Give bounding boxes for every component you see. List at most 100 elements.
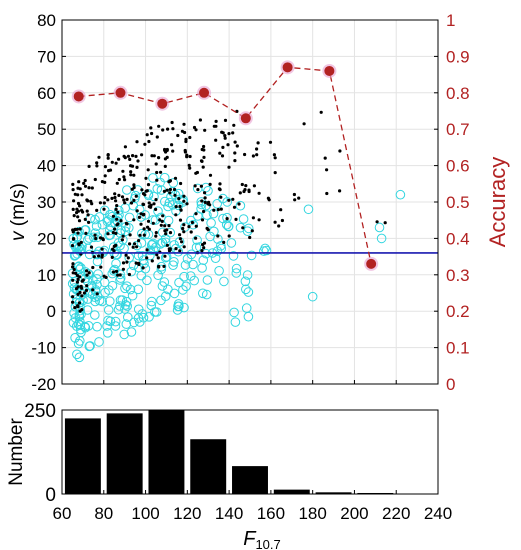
- scatter-dot: [111, 270, 116, 274]
- scatter-circle: [130, 190, 141, 201]
- scatter-dot: [137, 239, 141, 243]
- scatter-dot: [80, 294, 84, 298]
- scatter-dot: [248, 235, 252, 240]
- scatter-dot: [176, 133, 180, 138]
- scatter-dot: [142, 227, 146, 231]
- scatter-dot: [71, 265, 75, 269]
- scatter-dot: [119, 219, 123, 223]
- scatter-dot: [167, 224, 171, 228]
- scatter-dot: [164, 232, 168, 236]
- scatter-dot: [126, 154, 130, 158]
- scatter-circle: [136, 238, 147, 248]
- scatter-circle: [73, 338, 84, 349]
- scatter-circle: [92, 256, 103, 267]
- scatter-dot: [78, 204, 82, 208]
- scatter-circle: [157, 227, 168, 238]
- scatter-dot: [124, 253, 128, 257]
- scatter-dot: [76, 305, 80, 309]
- scatter-circle: [202, 275, 213, 285]
- y2-tick-label: 0.7: [446, 120, 470, 139]
- scatter-dot: [157, 156, 161, 160]
- scatter-dot: [383, 221, 387, 225]
- scatter-dot: [95, 292, 99, 296]
- scatter-dot: [202, 155, 206, 159]
- scatter-dot: [103, 180, 107, 184]
- scatter-dot: [257, 191, 261, 195]
- scatter-dot: [194, 224, 198, 228]
- scatter-circle: [90, 214, 100, 225]
- scatter-circle: [173, 301, 183, 312]
- scatter-dot: [83, 184, 88, 188]
- scatter-dot: [189, 230, 193, 234]
- scatter-circle: [303, 204, 314, 215]
- scatter-dot: [150, 131, 154, 136]
- scatter-circle: [97, 296, 107, 307]
- accuracy-marker: [73, 91, 84, 102]
- scatter-circle: [121, 296, 132, 307]
- scatter-dot: [178, 249, 182, 253]
- scatter-circle: [80, 322, 91, 333]
- scatter-circle: [307, 291, 318, 302]
- scatter-dot: [145, 133, 149, 137]
- scatter-dot: [102, 207, 106, 211]
- scatter-circle: [140, 263, 151, 274]
- scatter-dot: [106, 232, 110, 236]
- scatter-dot: [202, 246, 206, 250]
- scatter-dot: [193, 184, 197, 188]
- scatter-dot: [165, 188, 169, 192]
- scatter-dot: [80, 193, 84, 197]
- scatter-dot: [75, 207, 79, 211]
- scatter-dot: [134, 194, 138, 198]
- scatter-circle: [120, 304, 130, 314]
- scatter-dot: [216, 234, 220, 238]
- scatter-dot: [147, 205, 151, 209]
- scatter-dot: [71, 182, 75, 186]
- scatter-dot: [76, 292, 80, 296]
- scatter-circle: [179, 271, 189, 282]
- scatter-dot: [200, 249, 204, 253]
- scatter-dot: [72, 199, 76, 203]
- scatter-dot: [87, 164, 91, 168]
- scatter-dot: [212, 124, 216, 128]
- scatter-dot: [71, 237, 76, 241]
- scatter-dot: [154, 198, 158, 202]
- x-tick-label: 80: [94, 504, 113, 523]
- scatter-dot: [121, 267, 125, 271]
- scatter-dot: [199, 159, 204, 163]
- scatter-dot: [168, 187, 172, 192]
- scatter-dot: [177, 197, 181, 201]
- scatter-dot: [87, 186, 91, 190]
- scatter-dot: [78, 290, 82, 295]
- scatter-dot: [218, 182, 222, 186]
- scatter-dot: [181, 226, 185, 231]
- scatter-dot: [268, 140, 273, 144]
- scatter-dot: [151, 221, 155, 225]
- scatter-dot: [147, 227, 151, 231]
- y-tick-label: 10: [37, 266, 56, 285]
- scatter-circle: [90, 296, 100, 307]
- scatter-dot: [167, 247, 171, 251]
- scatter-dot: [184, 139, 188, 144]
- scatter-circle: [138, 312, 149, 323]
- scatter-circle: [68, 233, 79, 244]
- scatter-dot: [233, 159, 237, 163]
- scatter-dot: [129, 173, 133, 177]
- scatter-circle: [120, 283, 130, 294]
- scatter-dot: [182, 199, 186, 203]
- scatter-dot: [143, 193, 147, 197]
- scatter-dot: [108, 168, 113, 172]
- scatter-circle: [99, 245, 110, 256]
- scatter-dot: [273, 171, 277, 175]
- scatter-dot: [114, 243, 118, 247]
- scatter-circle: [231, 263, 242, 274]
- scatter-dot: [234, 217, 238, 221]
- scatter-dot: [157, 124, 161, 128]
- scatter-circle: [74, 352, 85, 363]
- scatter-circle: [99, 205, 110, 216]
- scatter-circle: [150, 307, 160, 317]
- scatter-dot: [252, 184, 256, 188]
- scatter-dot: [76, 277, 80, 281]
- scatter-circle: [259, 246, 269, 256]
- scatter-dot: [323, 156, 327, 160]
- scatter-circle: [153, 270, 163, 281]
